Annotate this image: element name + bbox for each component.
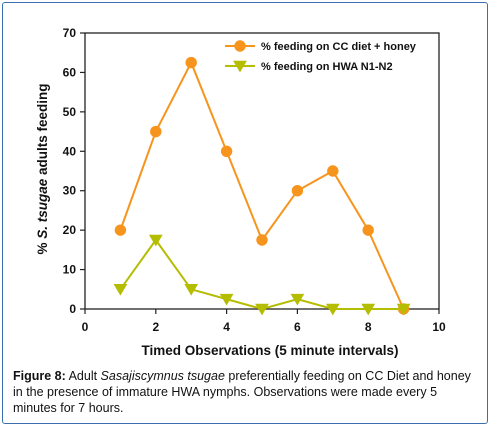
series-1 [114,56,410,315]
legend: % feeding on CC diet + honey % feeding on… [225,40,417,73]
series-1-point [362,224,374,236]
series-2-point [325,303,340,316]
caption-text-2: preferentially feeding on CC Diet and ho… [13,369,471,415]
series-2-point [184,283,199,296]
series-1-point [185,56,197,69]
series-2 [113,234,411,316]
y-tick-label: 10 [63,263,77,277]
x-tick-label: 4 [223,320,230,334]
figure-caption: Figure 8: Adult Sasajiscymnus tsugae pre… [13,368,483,416]
legend-label: % feeding on HWA N1-N2 [261,61,393,73]
series-layer [113,56,411,316]
legend-swatch-marker [234,40,246,52]
y-tick-label: 60 [63,65,77,79]
y-axis-title-species: S. tsugae [35,178,50,239]
series-2-line [119,238,404,311]
series-1-line [119,60,405,310]
y-tick-label: 70 [63,26,77,40]
caption-label: Figure 8: [13,369,66,383]
y-tick-label: 20 [63,223,77,237]
series-1-point [256,234,268,246]
series-2-point [148,234,163,247]
y-tick-label: 40 [63,144,77,158]
series-2-point [219,293,234,306]
caption-species: Sasajiscymnus tsugae [100,369,225,383]
series-1-point [291,185,304,197]
series-1-point [114,224,127,236]
y-tick-label: 50 [63,105,77,119]
series-2-point [396,303,411,316]
x-tick-label: 0 [82,320,89,334]
series-2-point [255,303,269,316]
x-tick-label: 6 [294,320,301,334]
legend-label: % feeding on CC diet + honey [261,41,417,53]
legend-swatch-marker [233,60,247,73]
y-tick-label: 30 [63,184,77,198]
series-2-point [113,283,128,296]
x-tick-label: 2 [152,320,159,334]
x-tick-label: 10 [432,320,446,334]
caption-text-1: Adult [65,369,101,383]
x-axis-title: Timed Observations (5 minute intervals) [141,343,398,358]
y-axis-title-suffix: adults feeding [35,83,50,178]
series-1-point [150,125,162,138]
y-axis-title-prefix: % [35,239,50,255]
line-chart: 0 10 20 30 40 50 60 70 0 2 4 6 8 10 % feeding on CC d… [35,26,446,358]
series-1-point [327,165,339,177]
series-1-point [220,145,233,157]
x-tick-label: 8 [365,320,372,334]
series-2-point [290,293,305,306]
y-axis-title: % S. tsugae adults feeding [35,83,50,254]
series-2-point [361,303,376,316]
y-tick-label: 0 [69,302,76,316]
